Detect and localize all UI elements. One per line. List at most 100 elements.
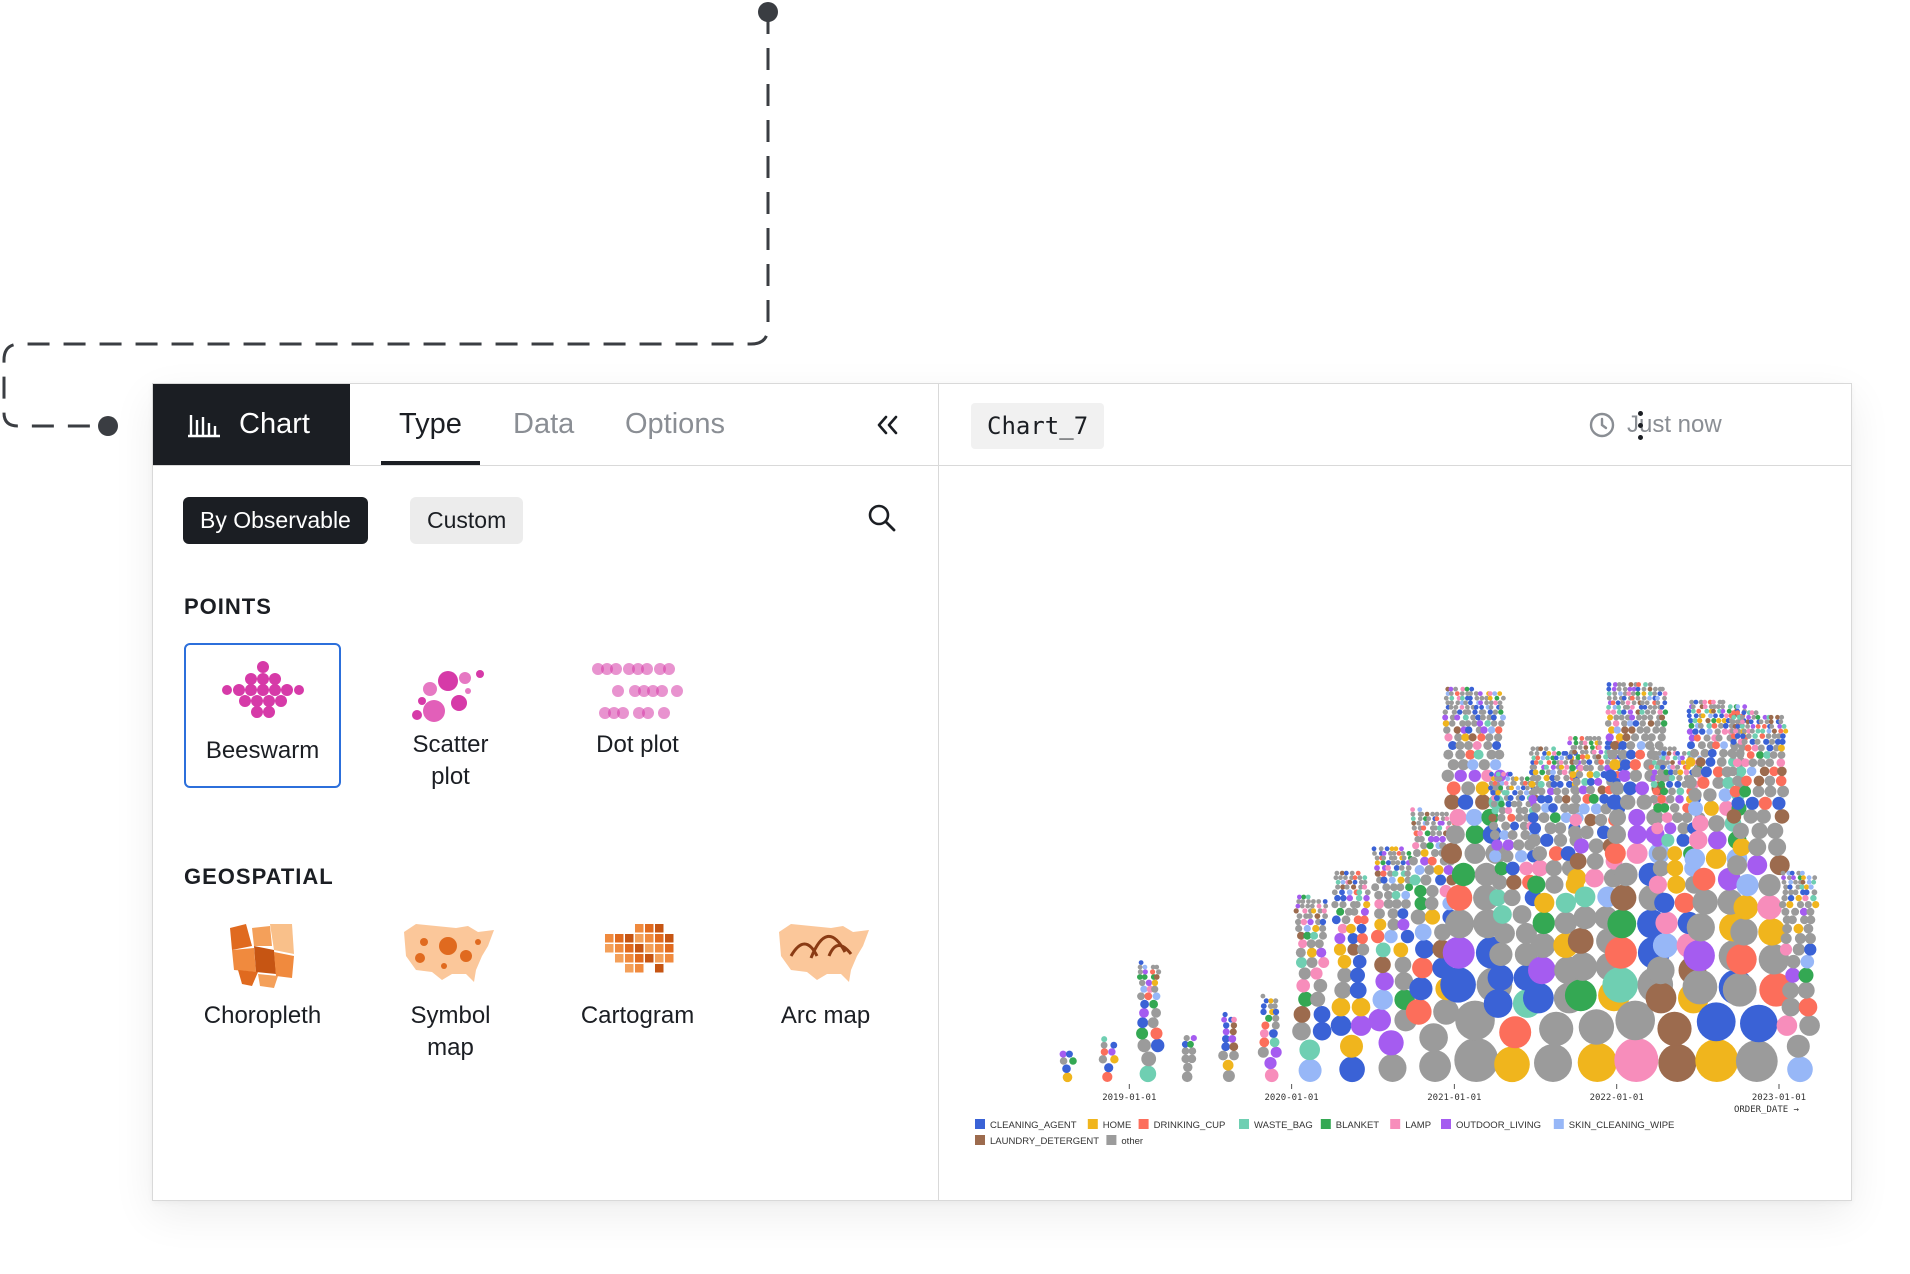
data-point [1265,1014,1273,1022]
chart-tab[interactable]: Chart [153,384,350,465]
data-point [1708,815,1725,832]
data-point [1769,855,1790,876]
data-point [1499,1016,1532,1049]
data-point [1787,894,1795,902]
data-point [1662,691,1668,696]
data-point [1503,780,1509,786]
data-point [1404,870,1411,877]
collapse-icon[interactable] [869,406,907,444]
data-point [1498,720,1505,727]
data-point [1560,803,1570,813]
chart-type-dot-plot[interactable]: Dot plot [559,643,716,761]
data-point [1470,714,1477,721]
data-point [1445,700,1451,706]
data-point [1660,787,1669,796]
data-point [1430,811,1435,817]
by-observable-toggle[interactable]: By Observable [183,497,368,544]
data-point [1384,846,1390,852]
data-point [1677,769,1684,776]
data-point [1472,709,1478,715]
data-point [1490,720,1498,727]
custom-toggle[interactable]: Custom [410,497,524,544]
data-point [1523,790,1530,796]
sidebar-tabs: Chart Type Data Options [153,384,938,466]
search-icon[interactable] [865,501,899,535]
data-point [1683,769,1690,776]
data-point [1299,903,1305,909]
more-options-icon[interactable] [1625,409,1655,443]
data-point [1797,981,1815,999]
data-point [1337,967,1353,983]
data-point [1654,755,1660,761]
data-point [1615,733,1624,742]
data-point [1657,691,1663,696]
chart-type-beeswarm[interactable]: Beeswarm [184,643,341,788]
chart-type-choropleth[interactable]: Choropleth [184,914,341,1032]
data-point [1596,736,1602,741]
chart-type-symbol-map[interactable]: Symbol map [372,914,529,1064]
legend-label: LAUNDRY_DETERGENT [990,1136,1099,1147]
data-point [1100,1041,1108,1049]
data-point [1498,704,1504,710]
data-point [1611,686,1617,692]
data-point [1137,992,1145,1001]
data-point [1811,879,1817,885]
data-point [1575,754,1582,760]
data-point [1270,1046,1282,1058]
data-point [1769,751,1778,759]
data-point [1615,700,1621,706]
chart-type-cartogram[interactable]: Cartogram [559,914,716,1032]
x-tick-label: 2020-01-01 [1265,1093,1319,1103]
data-point [1411,820,1417,826]
data-point [1736,766,1747,777]
data-point [1269,1029,1278,1038]
data-point [1608,726,1616,734]
data-point [1599,793,1610,804]
data-point [1424,811,1430,817]
data-point [1590,803,1602,815]
data-point [1764,719,1770,725]
data-point [1762,724,1767,729]
data-point [1635,695,1641,701]
data-point [1688,788,1702,802]
data-point [1505,800,1512,808]
data-point [1153,974,1160,980]
data-point [1588,838,1604,854]
data-point [1519,795,1526,801]
data-point [1652,704,1658,710]
data-point [1387,851,1393,856]
chart-type-scatter-plot[interactable]: Scatter plot [372,643,529,793]
data-point [1777,751,1786,759]
data-point [1260,1008,1267,1016]
data-point [1295,947,1306,958]
chart-type-arc-map[interactable]: Arc map [747,914,904,1032]
data-point [1140,985,1148,993]
data-point [1668,774,1676,782]
tab-type[interactable]: Type [381,384,480,465]
data-point [1551,746,1556,752]
tab-data[interactable]: Data [513,408,575,440]
data-point [1331,901,1339,909]
data-point [1430,830,1436,837]
data-point [1401,899,1411,909]
data-point [1622,686,1628,692]
data-point [1613,714,1620,721]
data-point [1569,764,1576,772]
data-point [1661,755,1666,761]
data-point [1465,709,1472,715]
data-point [1478,700,1483,706]
data-point [1530,746,1536,752]
data-point [1788,915,1797,925]
tab-options[interactable]: Options [625,408,725,440]
data-point [1464,741,1473,750]
data-point [1712,704,1717,710]
data-point [1383,899,1394,909]
data-point [1714,728,1721,735]
data-point [1548,803,1558,813]
data-point [1663,769,1670,776]
chart-name[interactable]: Chart_7 [971,403,1105,449]
data-point [1621,695,1627,701]
data-point [1356,933,1368,944]
data-point [1427,835,1435,843]
data-point [1716,757,1727,767]
